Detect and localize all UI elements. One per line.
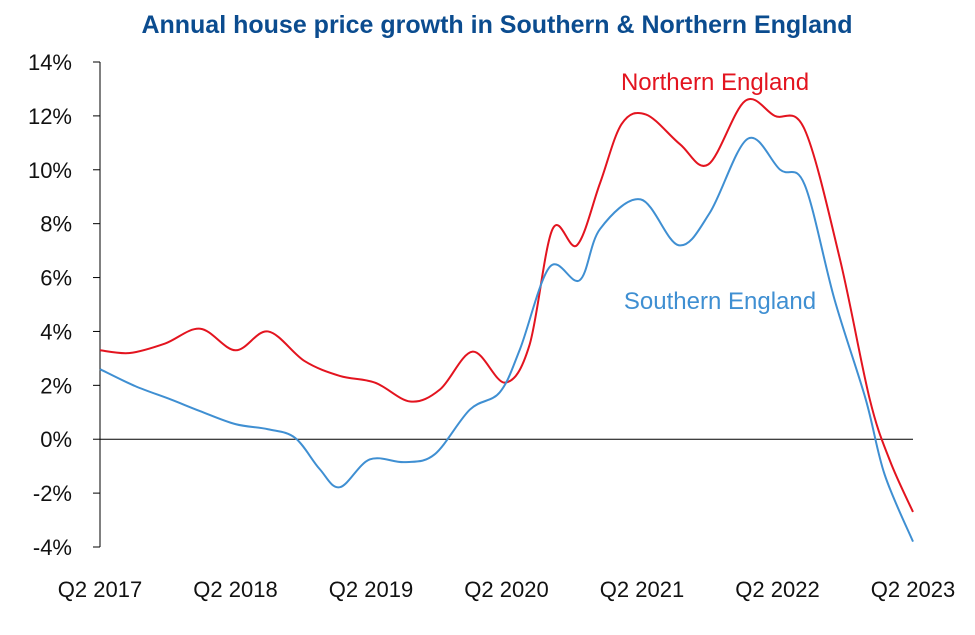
y-tick-label: 14% <box>28 50 72 75</box>
y-tick-label: 10% <box>28 158 72 183</box>
x-axis: Q2 2017 Q2 2018 Q2 2019 Q2 2020 Q2 2021 Q2 20… <box>58 577 955 602</box>
x-tick-label: Q2 2020 <box>464 577 548 602</box>
y-tick-label: -2% <box>33 481 72 506</box>
y-tick-label: 0% <box>40 427 72 452</box>
x-tick-label: Q2 2023 <box>871 577 955 602</box>
y-tick-label: 8% <box>40 212 72 237</box>
y-tick-label: 6% <box>40 266 72 291</box>
series-lines <box>99 98 914 543</box>
y-tick-label: 4% <box>40 319 72 344</box>
x-tick-label: Q2 2017 <box>58 577 142 602</box>
x-tick-label: Q2 2019 <box>329 577 413 602</box>
series-line-southern-england <box>99 136 914 543</box>
annotation-southern-england: Southern England <box>624 288 816 315</box>
annotation-northern-england: Northern England <box>621 69 809 96</box>
y-tick-label: 2% <box>40 373 72 398</box>
x-tick-label: Q2 2018 <box>193 577 277 602</box>
x-tick-label: Q2 2022 <box>735 577 819 602</box>
y-tick-label: 12% <box>28 104 72 129</box>
chart-title: Annual house price growth in Southern & … <box>141 11 852 39</box>
y-tick-label: -4% <box>33 535 72 560</box>
x-tick-label: Q2 2021 <box>600 577 684 602</box>
series-line-northern-england <box>99 98 914 513</box>
y-axis: -4% -2% 0% 2% 4% 6% 8% 10% 12% 14% <box>28 50 100 560</box>
